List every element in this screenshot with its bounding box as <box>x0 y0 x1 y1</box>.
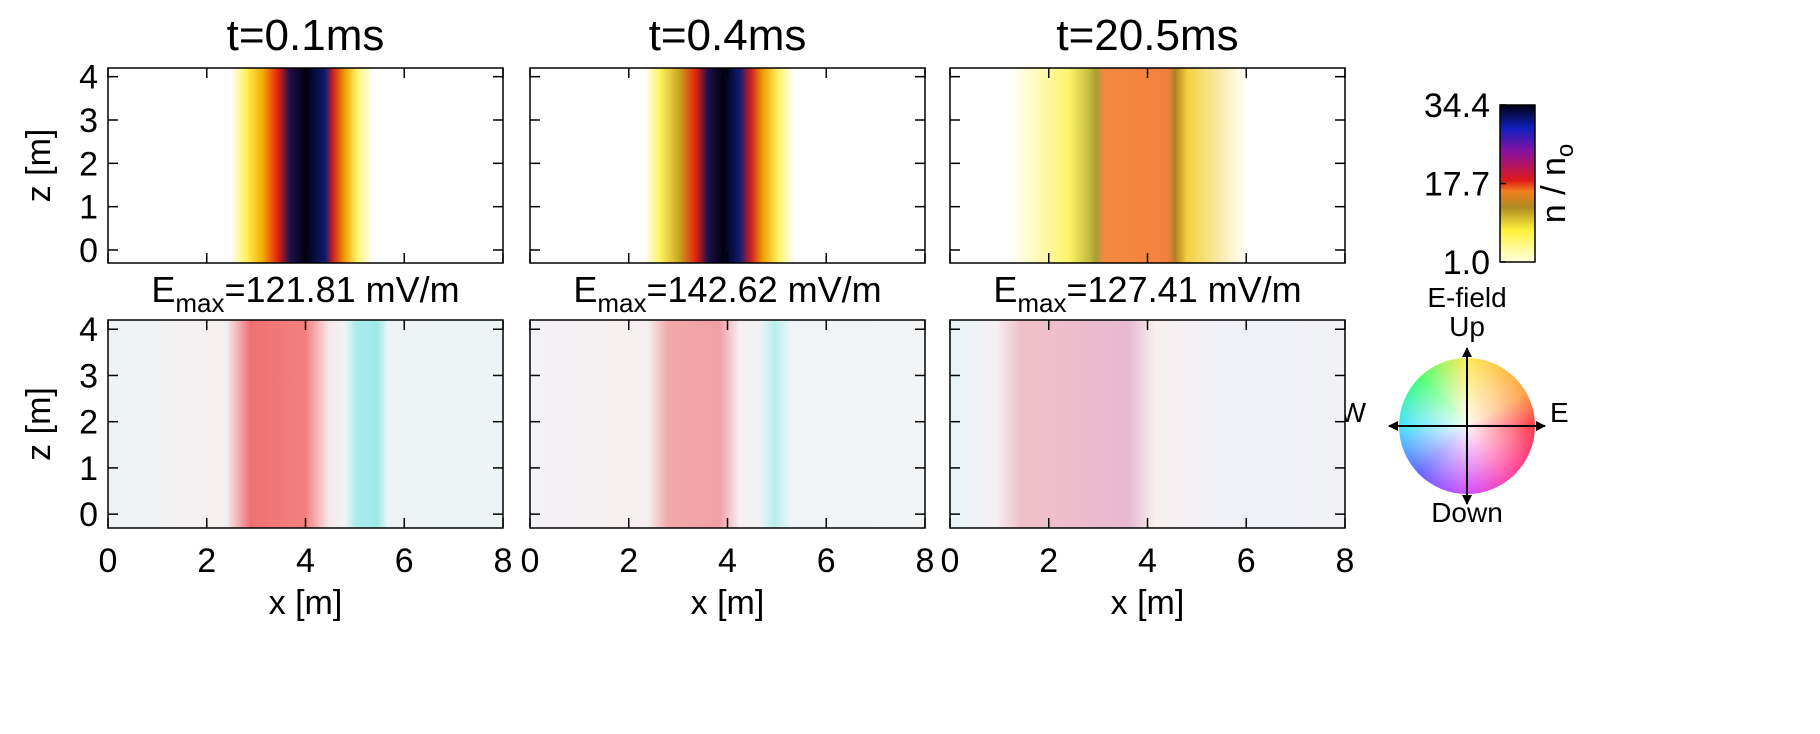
compass-up: Up <box>1449 311 1485 342</box>
x-tick-label: 8 <box>494 542 513 580</box>
compass: E-field Up Down W E <box>1340 282 1569 528</box>
colorbar-tick-label: 34.4 <box>1424 87 1490 125</box>
title-main: E <box>573 269 597 310</box>
x-tick-label: 4 <box>718 542 737 580</box>
y-axis-label: z [m] <box>20 387 58 461</box>
x-tick-label: 6 <box>395 542 414 580</box>
x-axis-label: x [m] <box>1111 584 1185 622</box>
x-tick-label: 0 <box>521 542 540 580</box>
y-tick-label: 0 <box>79 496 98 534</box>
colorbar-label-subscript: o <box>1552 144 1579 157</box>
colorbar-tick-label: 1.0 <box>1443 244 1490 282</box>
y-tick-label: 3 <box>79 102 98 140</box>
colorbar-label: n / no <box>1535 144 1579 224</box>
heatmap-field <box>108 68 503 263</box>
panel-title: t=0.4ms <box>649 11 807 60</box>
title-subscript: max <box>1017 288 1066 318</box>
x-tick-label: 4 <box>1138 542 1157 580</box>
x-tick-label: 0 <box>941 542 960 580</box>
panel-title: Emax=127.41 mV/m <box>993 269 1301 318</box>
y-tick-label: 4 <box>79 311 98 349</box>
title-suffix: =127.41 mV/m <box>1067 269 1302 310</box>
heatmap-field <box>950 320 1345 528</box>
y-axis-label: z [m] <box>20 129 58 203</box>
panel-title: Emax=142.62 mV/m <box>573 269 881 318</box>
y-tick-label: 0 <box>79 232 98 270</box>
x-tick-label: 0 <box>99 542 118 580</box>
heatmap-field <box>530 320 925 528</box>
y-tick-label: 4 <box>79 59 98 97</box>
heatmap-field <box>530 68 925 263</box>
y-tick-label: 2 <box>79 404 98 442</box>
heatmap-field <box>950 68 1345 263</box>
panel-title: Emax=121.81 mV/m <box>151 269 459 318</box>
x-tick-label: 6 <box>1237 542 1256 580</box>
title-main: E <box>151 269 175 310</box>
x-tick-label: 8 <box>1336 542 1355 580</box>
x-axis-label: x [m] <box>691 584 765 622</box>
title-suffix: =121.81 mV/m <box>225 269 460 310</box>
title-main: E <box>993 269 1017 310</box>
x-axis-label: x [m] <box>269 584 343 622</box>
x-tick-label: 8 <box>916 542 935 580</box>
x-tick-label: 4 <box>296 542 315 580</box>
title-subscript: max <box>597 288 646 318</box>
x-tick-label: 2 <box>619 542 638 580</box>
compass-title: E-field <box>1427 282 1506 313</box>
colorbar-label-main: n / n <box>1535 157 1573 223</box>
title-suffix: =142.62 mV/m <box>647 269 882 310</box>
y-tick-label: 1 <box>79 189 98 227</box>
x-tick-label: 2 <box>197 542 216 580</box>
x-tick-label: 6 <box>817 542 836 580</box>
panel-title: t=0.1ms <box>227 11 385 60</box>
y-tick-label: 3 <box>79 357 98 395</box>
colorbar-tick-label: 17.7 <box>1424 166 1490 204</box>
title-subscript: max <box>175 288 224 318</box>
compass-east: E <box>1550 397 1569 428</box>
compass-down: Down <box>1431 497 1503 528</box>
heatmap-field <box>108 320 503 528</box>
x-tick-label: 2 <box>1039 542 1058 580</box>
panel-title: t=20.5ms <box>1056 11 1238 60</box>
y-tick-label: 2 <box>79 145 98 183</box>
y-tick-label: 1 <box>79 450 98 488</box>
